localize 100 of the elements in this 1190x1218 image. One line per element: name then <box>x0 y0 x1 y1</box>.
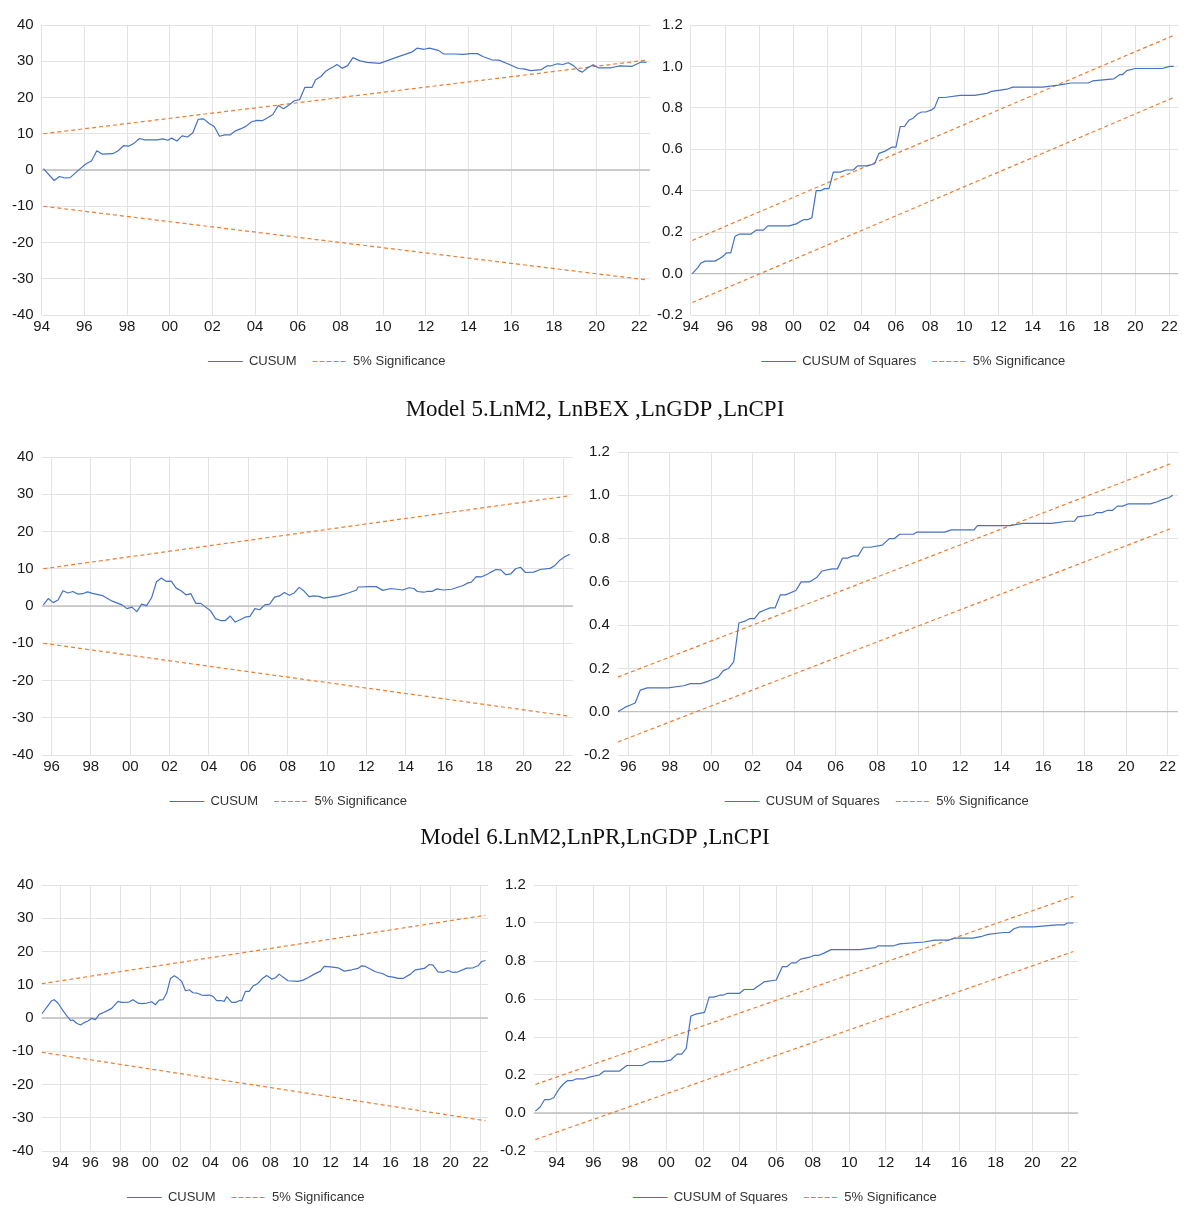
legend-label: 5% Significance <box>272 1189 365 1205</box>
y-tick-label: 1.2 <box>588 442 610 460</box>
y-tick-label: 40 <box>16 875 34 893</box>
x-tick-label: 08 <box>868 757 886 775</box>
y-tick-label: -40 <box>11 745 34 763</box>
legend-label: 5% Significance <box>353 353 446 369</box>
x-tick-label: 98 <box>82 757 100 775</box>
x-tick-label: 96 <box>43 757 60 775</box>
legend-label: 5% Significance <box>936 793 1029 809</box>
y-tick-label: 20 <box>16 521 34 539</box>
legend-label: CUSUM of Squares <box>802 353 917 369</box>
x-tick-label: 04 <box>202 1153 219 1171</box>
x-tick-label: 16 <box>950 1153 968 1171</box>
x-tick-label: 16 <box>436 757 454 775</box>
legend-label: CUSUM <box>167 1189 216 1205</box>
x-tick-label: 22 <box>472 1153 489 1171</box>
x-tick-label: 06 <box>887 317 905 335</box>
y-tick-label: 10 <box>16 974 34 992</box>
legend-label: CUSUM of Squares <box>673 1189 789 1205</box>
x-tick-label: 02 <box>172 1153 189 1171</box>
y-tick-label: -30 <box>11 268 34 286</box>
x-tick-label: 12 <box>990 317 1007 335</box>
y-tick-label: 0.4 <box>588 615 610 633</box>
x-tick-label: 04 <box>785 757 803 775</box>
y-tick-label: 0.6 <box>504 989 526 1007</box>
y-tick-label: 0.6 <box>588 572 610 589</box>
y-tick-label: 20 <box>16 941 34 959</box>
x-tick-label: 96 <box>716 317 734 335</box>
x-tick-label: 18 <box>1092 317 1110 335</box>
x-tick-label: 98 <box>112 1153 129 1171</box>
y-tick-label: 0.8 <box>661 98 683 115</box>
y-tick-label: 0.0 <box>661 263 683 281</box>
x-tick-label: 00 <box>161 317 179 335</box>
x-tick-label: 18 <box>987 1153 1005 1171</box>
x-tick-label: 02 <box>161 757 178 775</box>
x-tick-label: 00 <box>658 1153 675 1171</box>
x-tick-label: 10 <box>955 317 973 335</box>
y-tick-label: 0.2 <box>661 222 683 240</box>
x-tick-label: 00 <box>785 317 802 335</box>
y-tick-label: -20 <box>11 232 34 250</box>
x-tick-label: 08 <box>804 1153 822 1171</box>
x-tick-label: 96 <box>584 1153 602 1171</box>
x-tick-label: 10 <box>374 317 392 335</box>
y-tick-label: -10 <box>11 196 34 214</box>
y-tick-label: 1.0 <box>588 485 610 503</box>
x-tick-label: 94 <box>548 1153 566 1171</box>
x-tick-label: 04 <box>731 1153 748 1171</box>
y-tick-label: -10 <box>11 633 34 651</box>
y-tick-label: 0.4 <box>504 1027 526 1045</box>
x-tick-label: 00 <box>121 757 139 775</box>
chart-title: Model 6.LnM2,LnPR,LnGDP ,LnCPI <box>420 824 770 849</box>
y-tick-label: 40 <box>16 15 34 33</box>
x-tick-label: 06 <box>767 1153 785 1171</box>
x-tick-label: 10 <box>318 757 336 775</box>
y-tick-label: -30 <box>11 707 34 725</box>
y-tick-label: 0.6 <box>661 139 683 157</box>
x-tick-label: 12 <box>358 757 375 775</box>
x-tick-label: 18 <box>476 757 493 775</box>
x-tick-label: 00 <box>142 1153 159 1171</box>
x-tick-label: 22 <box>1060 1153 1078 1171</box>
y-tick-label: 1.0 <box>661 56 683 74</box>
x-tick-label: 94 <box>682 317 700 335</box>
x-tick-label: 12 <box>417 317 435 335</box>
x-tick-label: 14 <box>914 1153 931 1171</box>
x-tick-label: 20 <box>442 1153 459 1171</box>
y-tick-label: -0.2 <box>656 305 683 323</box>
y-tick-label: 0.2 <box>504 1065 526 1083</box>
x-tick-label: 14 <box>352 1153 369 1171</box>
y-tick-label: 0.8 <box>588 528 610 546</box>
x-tick-label: 18 <box>412 1153 429 1171</box>
legend-label: CUSUM <box>210 793 259 809</box>
y-tick-label: -40 <box>11 305 34 323</box>
x-tick-label: 98 <box>621 1153 639 1171</box>
x-tick-label: 98 <box>661 757 679 775</box>
x-tick-label: 98 <box>750 317 768 335</box>
x-tick-label: 22 <box>1159 757 1176 775</box>
x-tick-label: 06 <box>289 317 307 335</box>
y-tick-label: 0 <box>25 596 34 614</box>
y-tick-label: 0.4 <box>661 180 683 198</box>
y-tick-label: -20 <box>11 670 34 688</box>
y-tick-label: -0.2 <box>499 1141 526 1159</box>
x-tick-label: 08 <box>921 317 939 335</box>
x-tick-label: 12 <box>877 1153 895 1171</box>
x-tick-label: 04 <box>200 757 218 775</box>
y-tick-label: -10 <box>11 1041 34 1059</box>
x-tick-label: 16 <box>1058 317 1076 335</box>
x-tick-label: 96 <box>82 1153 99 1171</box>
x-tick-label: 16 <box>382 1153 399 1171</box>
y-tick-label: -40 <box>11 1141 34 1159</box>
x-tick-label: 96 <box>76 317 93 335</box>
y-tick-label: 1.2 <box>504 875 526 893</box>
x-tick-label: 06 <box>232 1153 249 1171</box>
x-tick-label: 02 <box>819 317 836 335</box>
x-tick-label: 02 <box>694 1153 712 1171</box>
legend-label: 5% Significance <box>314 793 408 809</box>
legend-label: 5% Significance <box>844 1189 937 1205</box>
x-tick-label: 06 <box>239 757 257 775</box>
x-tick-label: 98 <box>118 317 136 335</box>
x-tick-label: 18 <box>545 317 563 335</box>
chart-title: Model 5.LnM2, LnBEX ,LnGDP ,LnCPI <box>405 396 785 421</box>
